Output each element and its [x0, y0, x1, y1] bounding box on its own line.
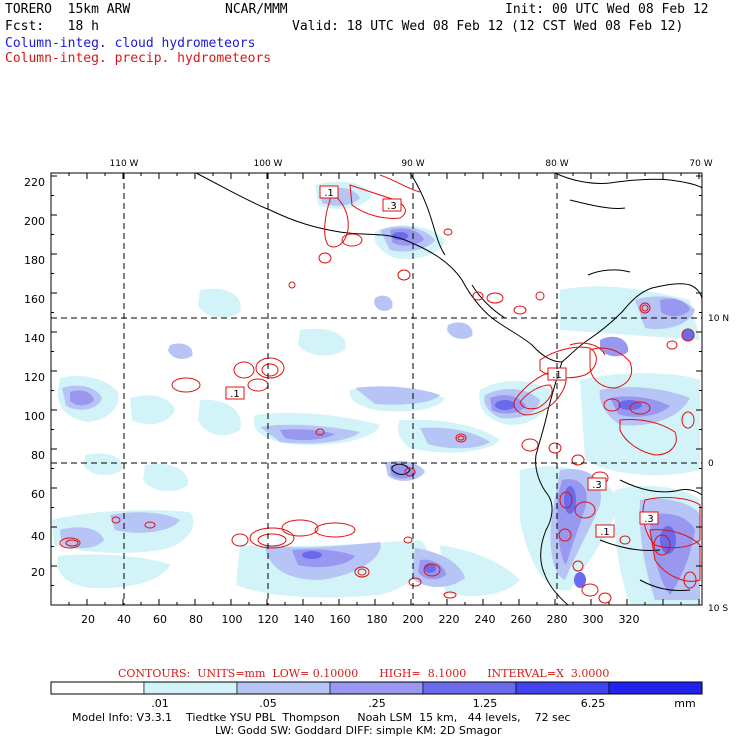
- forecast-hour: Fcst: 18 h: [5, 19, 99, 34]
- lon-label: 100 W: [254, 159, 283, 169]
- svg-text:.1: .1: [600, 527, 610, 538]
- colorbar-box: [329, 681, 424, 695]
- model-info-line: Model Info: V3.3.1 Tiedtke YSU PBL Thomp…: [72, 711, 571, 724]
- x-tick-label: 220: [439, 613, 460, 626]
- y-tick-label: 60: [31, 488, 45, 501]
- init-time: Init: 00 UTC Wed 08 Feb 12: [505, 2, 709, 17]
- lon-label: 80 W: [545, 159, 568, 169]
- x-tick-label: 100: [222, 613, 243, 626]
- x-tick-label: 140: [294, 613, 315, 626]
- axis-ticks: [51, 173, 702, 605]
- svg-text:.3: .3: [644, 514, 654, 525]
- lat-label: 10 S: [708, 604, 728, 614]
- colorbar-box: [143, 681, 238, 695]
- x-tick-label: 300: [583, 613, 604, 626]
- svg-text:.1: .1: [230, 389, 240, 400]
- colorbar-label: .01: [151, 697, 169, 710]
- coastline: [195, 173, 702, 605]
- y-tick-label: 20: [31, 566, 45, 579]
- colorbar-label: 6.25: [580, 697, 606, 710]
- y-tick-label: 200: [24, 215, 45, 228]
- x-tick-labels: 20 40 60 80 100 120 140 160 180 200 220 …: [81, 613, 640, 626]
- colorbar-label: .05: [259, 697, 277, 710]
- x-tick-label: 60: [153, 613, 167, 626]
- y-tick-labels: 20 40 60 80 100 120 140 160 180 200 220: [24, 176, 45, 579]
- lon-label: 90 W: [401, 159, 424, 169]
- contour-label: .1: [319, 185, 339, 199]
- y-tick-label: 120: [24, 371, 45, 384]
- x-tick-label: 120: [258, 613, 279, 626]
- x-tick-label: 260: [511, 613, 532, 626]
- lat-labels: 10 N 0 10 S: [708, 314, 729, 614]
- colorbar-box: [50, 681, 145, 695]
- x-tick-label: 160: [330, 613, 351, 626]
- cloud-hydrometeor-field: [52, 181, 700, 605]
- colorbar-box: [608, 681, 703, 695]
- y-tick-label: 140: [24, 332, 45, 345]
- colorbar-box: [515, 681, 610, 695]
- lat-label: 0: [708, 459, 714, 469]
- contour-label: .3: [382, 198, 402, 212]
- colorbar-label: 1.25: [472, 697, 498, 710]
- svg-text:.3: .3: [387, 201, 397, 212]
- colorbar-label: .25: [368, 697, 386, 710]
- y-tick-label: 80: [31, 449, 45, 462]
- latlon-grid: [51, 173, 702, 605]
- x-tick-label: 40: [117, 613, 131, 626]
- colorbar-frame: [50, 681, 703, 695]
- x-tick-label: 20: [81, 613, 95, 626]
- x-tick-label: 200: [403, 613, 424, 626]
- lon-label: 110 W: [110, 159, 139, 169]
- x-tick-label: 240: [475, 613, 496, 626]
- physics-info-line: LW: Godd SW: Goddard DIFF: simple KM: 2D…: [215, 724, 502, 737]
- lon-label: 70 W: [689, 159, 712, 169]
- contour-label: .1: [595, 524, 615, 538]
- colorbar-unit: mm: [674, 697, 696, 710]
- colorbar-box: [236, 681, 331, 695]
- lat-label: 10 N: [708, 314, 729, 324]
- contour-label: .3: [587, 477, 607, 491]
- y-tick-label: 100: [24, 410, 45, 423]
- field-cloud-label: Column-integ. cloud hydrometeors: [5, 36, 256, 51]
- colorbar: [50, 681, 703, 695]
- y-tick-label: 160: [24, 293, 45, 306]
- y-tick-label: 180: [24, 254, 45, 267]
- x-tick-label: 320: [619, 613, 640, 626]
- contour-label: .1: [225, 386, 245, 400]
- plot-frame: [50, 172, 703, 606]
- colorbar-box: [422, 681, 517, 695]
- svg-text:.3: .3: [592, 480, 602, 491]
- lon-labels: 110 W 100 W 90 W 80 W 70 W: [110, 159, 713, 169]
- svg-text:.1: .1: [324, 188, 334, 199]
- contours-info: CONTOURS: UNITS=mm LOW= 0.10000 HIGH= 8.…: [118, 667, 610, 680]
- field-precip-label: Column-integ. precip. hydrometeors: [5, 51, 272, 66]
- x-tick-label: 180: [367, 613, 388, 626]
- center-name: NCAR/MMM: [225, 2, 288, 17]
- valid-time: Valid: 18 UTC Wed 08 Feb 12 (12 CST Wed …: [292, 19, 684, 34]
- x-tick-label: 80: [189, 613, 203, 626]
- x-tick-label: 280: [547, 613, 568, 626]
- model-name: TORERO 15km ARW: [5, 2, 131, 17]
- y-tick-label: 40: [31, 530, 45, 543]
- colorbar-boxes: [50, 681, 703, 695]
- y-tick-label: 220: [24, 176, 45, 189]
- contour-label: .3: [639, 511, 659, 525]
